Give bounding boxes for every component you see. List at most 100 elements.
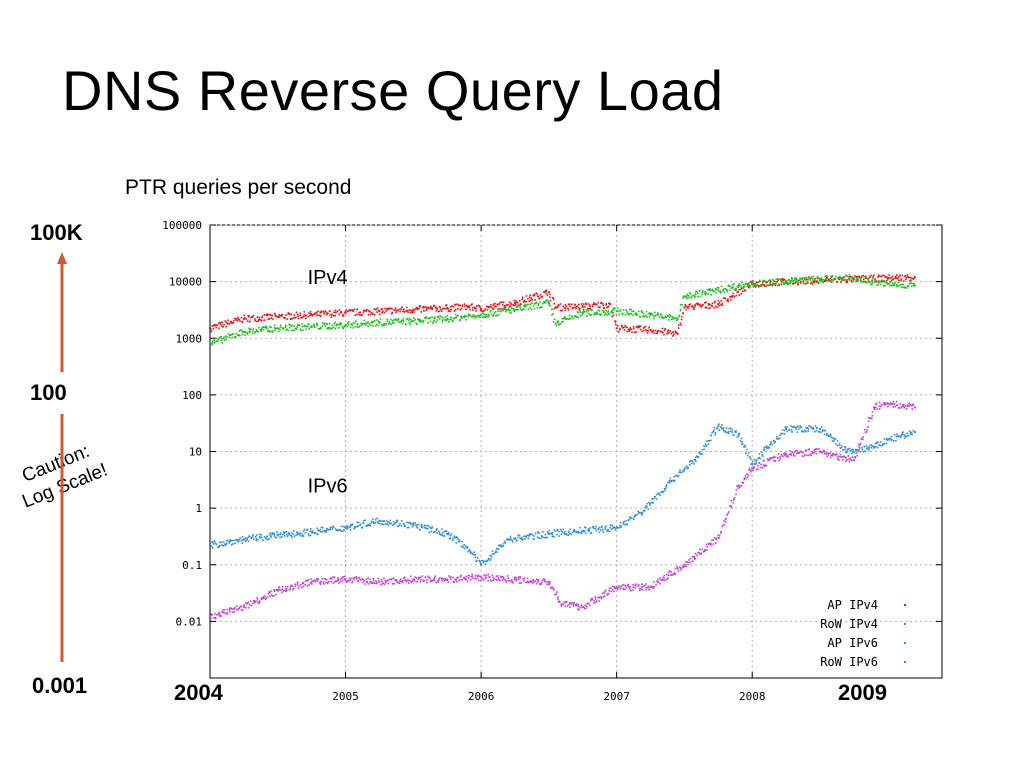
data-point [551,535,554,538]
data-point [228,336,231,339]
data-point [343,575,346,578]
data-point [415,322,417,324]
data-point [349,526,351,529]
data-point [909,433,912,436]
data-point [787,279,790,281]
data-point [381,580,384,583]
data-point [548,529,551,532]
data-point [641,512,644,514]
data-point [355,575,358,578]
data-point [438,532,441,534]
data-point [227,540,229,542]
data-point [813,278,816,281]
data-point [646,506,648,508]
data-point [577,316,580,319]
data-point [323,323,326,326]
data-point [267,318,270,320]
data-point [576,305,578,308]
data-point [546,536,548,539]
data-point [614,587,616,589]
data-point [465,578,468,580]
data-point [725,517,727,520]
data-point [846,281,849,284]
data-point [439,306,442,309]
data-point [517,309,519,311]
data-point [694,293,697,296]
data-point [873,446,876,449]
data-point [669,574,672,576]
data-point [294,583,296,586]
series-row-ipv4 [209,274,916,346]
data-point [296,533,299,536]
data-point [500,544,503,547]
data-point [384,523,386,526]
data-point [757,281,759,284]
data-point [857,445,860,448]
data-point [589,307,592,310]
data-point [624,314,627,316]
data-point [884,285,886,287]
data-point [687,307,689,310]
data-point [598,526,601,529]
data-point [537,304,540,307]
data-point [751,460,754,463]
data-point [546,294,549,297]
data-point [869,275,871,278]
data-point [812,279,814,282]
data-point [462,546,464,548]
data-point [381,520,384,523]
data-point [591,598,594,601]
data-point [216,614,218,616]
data-point [504,306,507,309]
data-point [598,600,601,602]
data-point [605,589,607,592]
data-point [359,325,361,327]
data-point [699,303,701,306]
data-point [471,309,474,311]
data-point [258,318,261,321]
data-point [728,427,730,430]
data-point [285,314,287,316]
data-point [799,280,802,283]
data-point [241,535,244,538]
data-point [701,453,703,455]
data-point [647,585,650,588]
data-point [880,440,882,443]
data-point [688,460,691,463]
data-point [251,316,254,318]
data-point [481,316,484,319]
data-point [341,576,344,578]
data-point [852,277,855,280]
data-point [397,309,400,312]
data-point [812,428,814,430]
data-point [818,282,820,285]
data-point [310,312,312,315]
data-point [802,280,805,282]
data-point [627,519,630,522]
data-point [346,580,349,583]
data-point [355,320,357,322]
data-point [508,539,511,541]
data-point [863,280,865,283]
data-point [499,301,501,304]
data-point [278,586,281,588]
data-point [509,302,512,305]
data-point [616,324,619,327]
data-point [791,426,794,428]
data-point [465,304,468,307]
data-point [665,316,668,319]
data-point [405,310,407,312]
data-point [515,306,518,308]
data-point [603,307,606,309]
data-point [346,322,349,324]
data-point [504,541,507,544]
data-point [513,304,515,307]
data-point [223,336,226,339]
data-point [249,600,252,602]
data-point [574,604,577,606]
data-point [334,314,336,317]
data-point [635,314,638,316]
data-point [717,303,720,306]
data-point [712,430,715,433]
data-point [662,331,664,334]
